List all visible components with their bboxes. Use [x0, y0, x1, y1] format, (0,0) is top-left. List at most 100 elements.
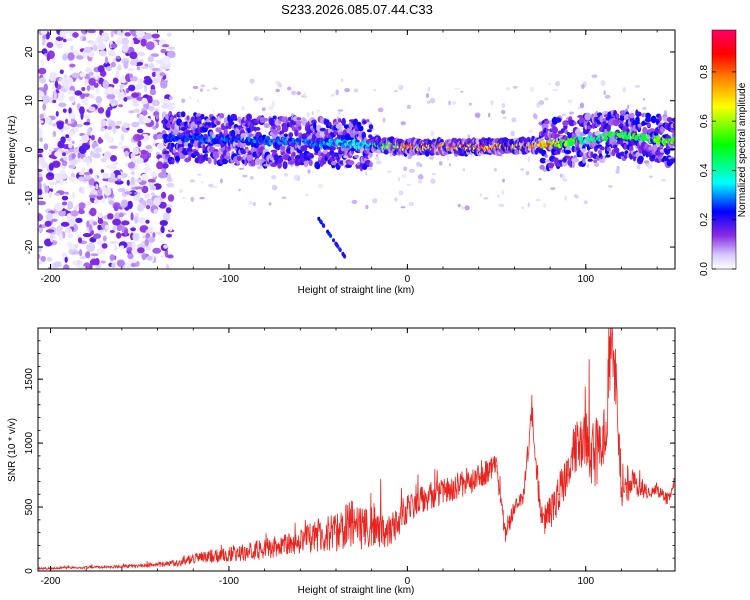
spectrogram-cell	[605, 154, 611, 158]
spectrogram-cell	[81, 143, 89, 150]
colorbar-tick-label: 0.2	[699, 212, 710, 226]
y-tick-label: 10	[24, 95, 35, 107]
spectrogram-cell	[155, 122, 159, 129]
spectrogram-cell	[303, 160, 311, 165]
spectrogram-cell	[338, 118, 342, 123]
spectrogram-cell	[126, 179, 130, 186]
spectrogram-cell	[594, 130, 601, 136]
spectrogram-cell	[156, 143, 164, 150]
spectrogram-cell	[138, 116, 142, 125]
spectrogram-cell	[398, 190, 404, 196]
y-tick-label: 20	[24, 46, 35, 58]
spectrogram-cell	[206, 89, 210, 92]
spectrogram-cell	[297, 175, 300, 182]
spectrogram-cell	[616, 166, 620, 170]
spectrogram-cell	[599, 146, 605, 151]
colorbar-tick-label: 0.6	[699, 114, 710, 128]
spectrogram-cell	[448, 100, 451, 106]
snr-data-point	[67, 567, 69, 569]
spectrogram-cell	[342, 159, 347, 165]
spectrogram-cell	[368, 124, 374, 130]
spectrogram-cell	[122, 37, 128, 42]
spectrogram-cell	[335, 89, 340, 96]
spectrogram-cell	[660, 125, 665, 134]
spectrogram-cell	[130, 212, 134, 221]
spectrogram-cell	[45, 212, 53, 222]
spectrogram-cell	[574, 195, 579, 199]
spectrogram-cell	[155, 231, 162, 235]
y-tick-label: 0	[24, 568, 35, 574]
spectrogram-cell	[110, 43, 118, 49]
spectrogram-cell	[64, 256, 68, 263]
spectrogram-cell	[53, 90, 57, 100]
snr-x-ticks: -200 -100 0 100	[40, 328, 658, 587]
spectrogram-cell	[600, 80, 606, 86]
spectrogram-cell	[161, 55, 171, 65]
spectrogram-cell	[102, 79, 109, 89]
spectrogram-cell	[106, 94, 116, 100]
spectrogram-cell	[60, 221, 70, 227]
spectrogram-cell	[153, 197, 161, 207]
spectrogram-cell	[165, 263, 170, 269]
spectrogram-cell	[579, 102, 585, 109]
spectrogram-cell	[107, 106, 113, 111]
spectrogram-cell	[88, 177, 95, 186]
spectrogram-cell	[116, 225, 123, 232]
spectrogram-cell	[416, 161, 421, 167]
spectrogram-cell	[527, 202, 530, 208]
spectrogram-cell	[560, 128, 566, 133]
spectrogram-cell	[168, 96, 173, 100]
spectrogram-cell	[427, 100, 431, 104]
spectrogram-cell	[96, 87, 100, 95]
spectrogram-cell	[642, 98, 646, 101]
spectrogram-cell	[38, 168, 43, 173]
spectrogram-cell	[672, 132, 675, 139]
spectrogram-cell	[571, 160, 576, 168]
spectrogram-cell	[77, 152, 81, 159]
spectrogram-cell	[43, 143, 49, 151]
spectrogram-cell	[93, 174, 97, 182]
spectrogram-cell	[606, 147, 611, 152]
spectrogram-cell	[200, 84, 206, 88]
spectrogram-cell	[376, 160, 382, 165]
spectrogram-cell	[108, 200, 115, 205]
spectrogram-cell	[81, 87, 86, 91]
spectrogram-cell	[147, 178, 156, 183]
spectrogram-cell	[61, 195, 69, 201]
spectrogram-cell	[100, 157, 107, 163]
spectrogram-cell	[101, 32, 106, 38]
spectrogram-cell	[212, 185, 218, 189]
spectrogram-cell	[63, 156, 68, 161]
spectrogram-cell	[572, 157, 579, 163]
spectrogram-cell	[362, 120, 367, 125]
spectrogram-cell	[136, 66, 141, 71]
snr-data-point	[371, 528, 373, 530]
spectrogram-cell	[147, 95, 153, 104]
spectrogram-cell	[303, 92, 306, 97]
spectrogram-cell	[102, 172, 110, 179]
snr-data-point	[611, 333, 614, 335]
spectrogram-cell	[71, 140, 75, 144]
spectrogram-cell	[263, 123, 270, 129]
spectrogram-cell	[661, 178, 666, 182]
colorbar: 0.0 0.2 0.4 0.6 0.8 Normalized spectral ampl…	[699, 29, 748, 276]
spectrogram-cell	[67, 201, 74, 210]
spectrogram-cell	[119, 91, 125, 99]
y-tick-label: 1500	[24, 368, 35, 391]
spectrogram-cell	[52, 99, 57, 104]
spectrogram-cell	[250, 175, 254, 180]
spectrogram-cell	[70, 177, 76, 183]
spectrogram-cell	[108, 120, 116, 128]
snr-data-point	[638, 485, 640, 488]
spectrogram-cell	[373, 89, 377, 92]
spectrogram-cell	[38, 253, 41, 260]
spectrogram-cell	[160, 48, 167, 54]
spectrogram-cell	[579, 151, 584, 156]
spectrogram-cell	[166, 182, 175, 188]
spectrogram-cell	[327, 231, 331, 236]
spectrogram-heatmap	[38, 30, 675, 269]
spectrogram-cell	[479, 193, 482, 197]
spectrogram-cell	[544, 97, 549, 101]
spectrogram-cell	[95, 96, 103, 104]
snr-data-point	[228, 553, 230, 555]
